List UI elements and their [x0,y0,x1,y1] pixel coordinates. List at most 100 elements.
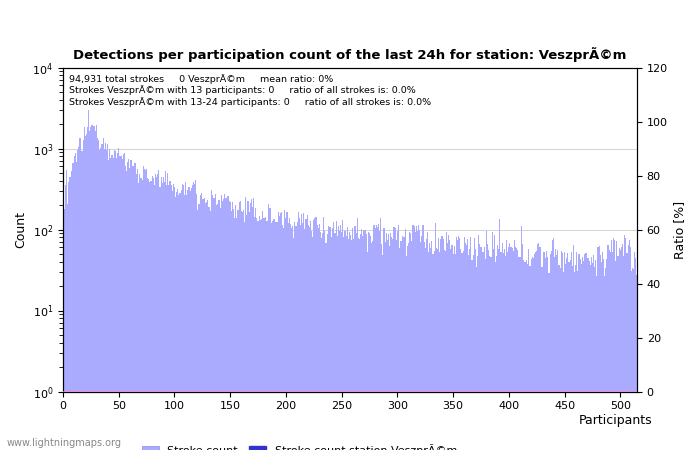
Bar [400,241,401,450]
Bar [548,273,550,450]
Bar [250,203,251,450]
Bar [503,253,504,450]
Bar [245,197,246,450]
Bar [135,163,136,450]
Bar [395,240,397,450]
Bar [156,177,158,450]
Bar [324,230,326,450]
Bar [422,225,423,450]
Bar [212,195,213,450]
Bar [220,195,222,450]
Bar [196,194,197,450]
Bar [405,229,406,450]
Bar [436,248,437,450]
Bar [580,259,581,450]
Bar [352,228,354,450]
Bar [155,174,156,450]
Bar [568,262,570,450]
Bar [108,160,109,450]
Bar [235,205,237,450]
Bar [620,250,621,450]
Bar [465,243,466,450]
Bar [578,254,580,450]
Text: Participants: Participants [579,414,653,427]
Bar [452,253,454,450]
Bar [202,199,203,450]
Bar [104,149,105,450]
Bar [622,243,623,450]
Bar [384,243,386,450]
Bar [261,219,262,450]
Bar [363,230,365,450]
Bar [437,249,438,450]
Bar [128,159,130,450]
Bar [152,176,153,450]
Bar [343,237,344,450]
Bar [399,248,400,450]
Bar [119,156,120,450]
Bar [505,256,506,450]
Bar [538,243,540,450]
Bar [486,231,487,450]
Bar [488,250,489,450]
Bar [83,127,85,450]
Bar [627,245,629,450]
Bar [498,249,499,450]
Bar [371,243,372,450]
Bar [74,156,75,450]
Bar [431,242,433,450]
Bar [68,182,69,450]
Bar [223,199,224,450]
Bar [106,150,107,450]
Bar [589,265,591,450]
Bar [276,222,278,450]
Bar [193,181,194,450]
Bar [182,184,183,450]
Bar [251,199,252,450]
Bar [116,158,117,450]
Bar [89,131,90,450]
Bar [522,244,523,450]
Bar [168,185,169,450]
Bar [164,182,165,450]
Bar [323,216,324,450]
Bar [263,218,264,450]
Bar [165,171,166,450]
Bar [630,247,631,450]
Bar [328,225,329,450]
Bar [97,138,98,450]
Text: www.lightningmaps.org: www.lightningmaps.org [7,437,122,447]
Bar [85,136,86,450]
Bar [199,195,201,450]
Bar [120,156,122,450]
Bar [273,219,274,450]
Bar [153,178,154,450]
Bar [629,240,630,450]
Bar [94,126,95,450]
Bar [290,224,291,450]
Bar [583,261,584,450]
Bar [587,258,589,450]
Bar [326,243,327,450]
Bar [340,225,341,450]
Bar [213,198,214,450]
Bar [262,212,263,450]
Bar [98,140,99,450]
Bar [417,231,418,450]
Bar [139,174,141,450]
Bar [70,177,71,450]
Bar [370,236,371,450]
Bar [529,266,531,450]
Bar [521,226,522,450]
Bar [567,253,568,450]
Bar [267,204,269,450]
Bar [102,144,103,450]
Bar [442,238,444,450]
Bar [270,207,271,450]
Bar [446,233,447,450]
Bar [455,254,456,450]
Bar [349,233,350,450]
Bar [459,238,461,450]
Bar [305,219,307,450]
Bar [457,240,458,450]
